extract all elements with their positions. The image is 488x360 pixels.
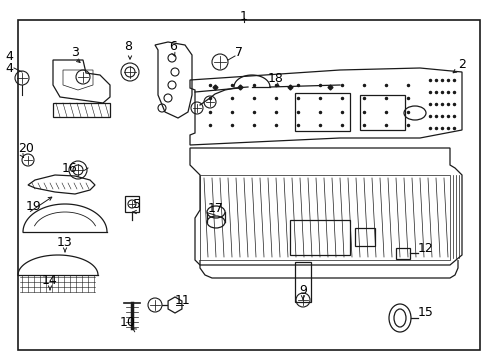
Bar [200, 175, 449, 260]
Text: 2: 2 [457, 58, 465, 72]
Text: 13: 13 [57, 237, 73, 249]
Text: 10: 10 [120, 316, 136, 329]
Bar [359, 95, 404, 130]
Text: 8: 8 [124, 40, 132, 53]
Text: 12: 12 [417, 242, 433, 255]
Text: 1: 1 [240, 10, 247, 23]
Text: 17: 17 [207, 202, 224, 215]
Text: 4: 4 [5, 62, 13, 75]
Text: 15: 15 [417, 306, 433, 320]
Text: 7: 7 [235, 45, 243, 58]
Bar [125, 196, 139, 212]
Text: 11: 11 [175, 293, 190, 306]
Text: 18: 18 [267, 72, 284, 85]
Text: 3: 3 [71, 45, 79, 58]
Bar [395, 248, 409, 259]
Text: 5: 5 [133, 198, 141, 211]
Text: 4: 4 [5, 50, 13, 63]
Text: 20: 20 [18, 141, 34, 154]
Text: 6: 6 [169, 40, 177, 53]
Bar [294, 262, 310, 302]
Bar [354, 228, 374, 246]
Bar [294, 93, 349, 131]
Text: 16: 16 [62, 162, 78, 175]
Text: 19: 19 [26, 201, 41, 213]
Text: 14: 14 [42, 274, 58, 287]
Text: 9: 9 [299, 284, 306, 297]
Bar [289, 220, 349, 255]
